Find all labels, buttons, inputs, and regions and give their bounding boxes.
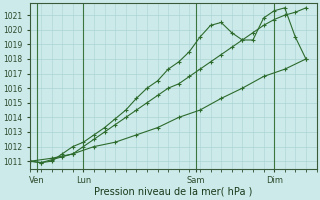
X-axis label: Pression niveau de la mer( hPa ): Pression niveau de la mer( hPa ) xyxy=(94,187,252,197)
